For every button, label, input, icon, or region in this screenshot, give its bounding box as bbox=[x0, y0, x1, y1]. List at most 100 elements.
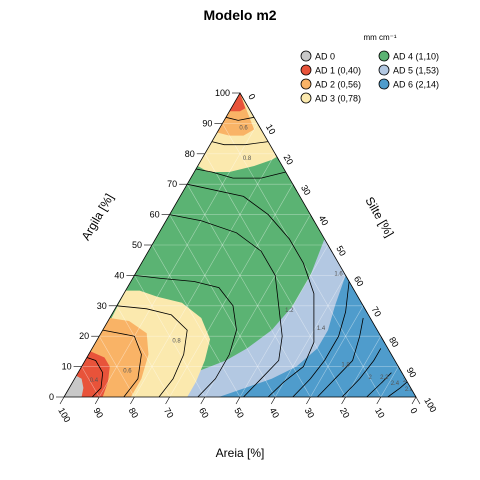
tick-label-sand-7: 30 bbox=[303, 406, 317, 420]
contour-lines: 0.40.60.81.21.41.61.82 2.22.4 2.62.80.80.6 bbox=[86, 116, 414, 397]
tick-label-sand-5: 50 bbox=[232, 406, 246, 420]
grid-line-silt-90 bbox=[380, 366, 399, 397]
legend-item-ad1: AD 1 (0,40) bbox=[300, 64, 361, 76]
legend-swatch bbox=[300, 50, 312, 62]
tick-label-clay-90: 90 bbox=[202, 118, 212, 128]
grid-line-sand-40 bbox=[169, 214, 276, 397]
tick-sand-9 bbox=[376, 396, 382, 405]
contour-label-8: 2 bbox=[369, 375, 373, 381]
class-regions bbox=[64, 93, 416, 397]
contour-line-6 bbox=[187, 183, 315, 397]
tick-silt-80 bbox=[380, 336, 386, 344]
tick-label-sand-2: 80 bbox=[127, 406, 141, 420]
grid-line-sand-90 bbox=[81, 366, 100, 397]
contour-line-2 bbox=[102, 329, 142, 397]
legend-swatch bbox=[300, 92, 312, 104]
tick-sand-4 bbox=[200, 396, 206, 405]
tick-label-silt-70: 70 bbox=[369, 305, 383, 319]
tick-sand-8 bbox=[341, 396, 346, 405]
tick-label-silt-10: 10 bbox=[264, 122, 278, 136]
tick-label-silt-40: 40 bbox=[317, 214, 331, 228]
tick-label-sand-4: 60 bbox=[197, 406, 211, 420]
grid-line-sand-50 bbox=[151, 244, 241, 397]
tick-sand-3 bbox=[165, 396, 170, 405]
tick-label-clay-70: 70 bbox=[167, 179, 177, 189]
legend-item-ad4: AD 4 (1,10) bbox=[378, 50, 439, 62]
legend-swatch bbox=[378, 50, 390, 62]
legend-label: AD 5 (1,53) bbox=[393, 66, 439, 76]
bottom-axis-label: Areia [%] bbox=[216, 446, 265, 460]
tick-silt-100 bbox=[415, 396, 421, 405]
contour-label-12: 2.8 bbox=[405, 387, 414, 393]
legend-label: AD 1 (0,40) bbox=[315, 66, 361, 76]
grid-line-sand-60 bbox=[134, 275, 206, 397]
contour-label-2: 0.6 bbox=[123, 369, 132, 375]
legend-item-ad5: AD 5 (1,53) bbox=[378, 64, 439, 76]
grid-line-silt-50 bbox=[239, 244, 329, 397]
grid-line-sand-80 bbox=[98, 336, 135, 397]
left-axis-label: Argila [%] bbox=[79, 191, 117, 242]
grid-line-silt-60 bbox=[274, 275, 346, 397]
tick-silt-10 bbox=[257, 123, 262, 131]
legend: AD 0 AD 1 (0,40) AD 2 (0,56) AD 3 (0,78) AD … bbox=[300, 50, 439, 104]
contour-label-10: 2.4 bbox=[391, 381, 400, 387]
legend-swatch bbox=[300, 64, 312, 76]
tick-label-silt-60: 60 bbox=[352, 274, 366, 288]
contour-line-14 bbox=[225, 116, 255, 121]
tick-label-clay-60: 60 bbox=[150, 210, 160, 220]
tick-silt-40 bbox=[310, 214, 315, 222]
tick-label-silt-20: 20 bbox=[281, 153, 295, 167]
tick-sand-2 bbox=[130, 396, 135, 405]
contour-line-12 bbox=[195, 168, 286, 179]
region-ad6 bbox=[218, 245, 416, 397]
tick-label-sand-8: 20 bbox=[338, 406, 352, 420]
contour-label-5: 1.4 bbox=[317, 326, 326, 332]
grid-line-silt-20 bbox=[134, 153, 276, 397]
tick-label-sand-9: 10 bbox=[373, 406, 387, 420]
tick-label-silt-30: 30 bbox=[299, 183, 313, 197]
tick-label-sand-3: 70 bbox=[162, 406, 176, 420]
tick-label-silt-0: 0 bbox=[246, 92, 257, 101]
tick-label-sand-10: 0 bbox=[408, 406, 419, 415]
tick-label-sand-1: 90 bbox=[91, 406, 105, 420]
tick-label-clay-40: 40 bbox=[114, 270, 124, 280]
contour-line-10 bbox=[366, 372, 392, 397]
tick-silt-70 bbox=[362, 305, 368, 313]
legend-label: AD 2 (0,56) bbox=[315, 80, 361, 90]
contour-line-1 bbox=[86, 357, 104, 397]
tick-label-silt-100: 100 bbox=[422, 396, 438, 414]
tick-label-clay-100: 100 bbox=[215, 88, 230, 98]
contour-line-3 bbox=[116, 305, 188, 397]
legend-item-ad3: AD 3 (0,78) bbox=[300, 92, 361, 104]
contour-line-5 bbox=[169, 214, 283, 397]
chart-title: Modelo m2 bbox=[203, 7, 276, 23]
tick-silt-0 bbox=[239, 92, 245, 101]
contour-line-13 bbox=[211, 141, 269, 146]
tick-label-clay-50: 50 bbox=[132, 240, 142, 250]
legend-swatch bbox=[378, 64, 390, 76]
contour-label-3: 0.8 bbox=[172, 338, 181, 344]
contour-label-1: 0.4 bbox=[90, 378, 99, 384]
tick-label-clay-10: 10 bbox=[62, 362, 72, 372]
tick-label-silt-90: 90 bbox=[405, 366, 419, 380]
region-ad1-top bbox=[229, 93, 246, 112]
contour-line-11 bbox=[387, 381, 408, 397]
contour-label-7: 1.8 bbox=[341, 363, 350, 369]
tick-label-sand-0: 100 bbox=[56, 406, 72, 424]
legend-item-ad0: AD 0 bbox=[300, 50, 335, 62]
legend-title: mm cm⁻¹ bbox=[363, 33, 396, 42]
contour-line-7 bbox=[292, 281, 350, 397]
tick-sand-0 bbox=[59, 396, 65, 405]
tick-label-clay-20: 20 bbox=[79, 331, 89, 341]
grid-line-silt-70 bbox=[310, 305, 364, 397]
tick-silt-30 bbox=[292, 184, 298, 192]
tick-sand-7 bbox=[306, 396, 311, 405]
tick-sand-6 bbox=[270, 396, 276, 405]
legend-swatch bbox=[300, 78, 312, 90]
contour-line-8 bbox=[317, 317, 364, 397]
contour-label-13: 0.8 bbox=[243, 156, 252, 162]
legend-swatch bbox=[378, 78, 390, 90]
tick-label-silt-80: 80 bbox=[387, 335, 401, 349]
legend-label: AD 0 bbox=[315, 52, 335, 62]
grid-line-silt-10 bbox=[98, 123, 258, 397]
